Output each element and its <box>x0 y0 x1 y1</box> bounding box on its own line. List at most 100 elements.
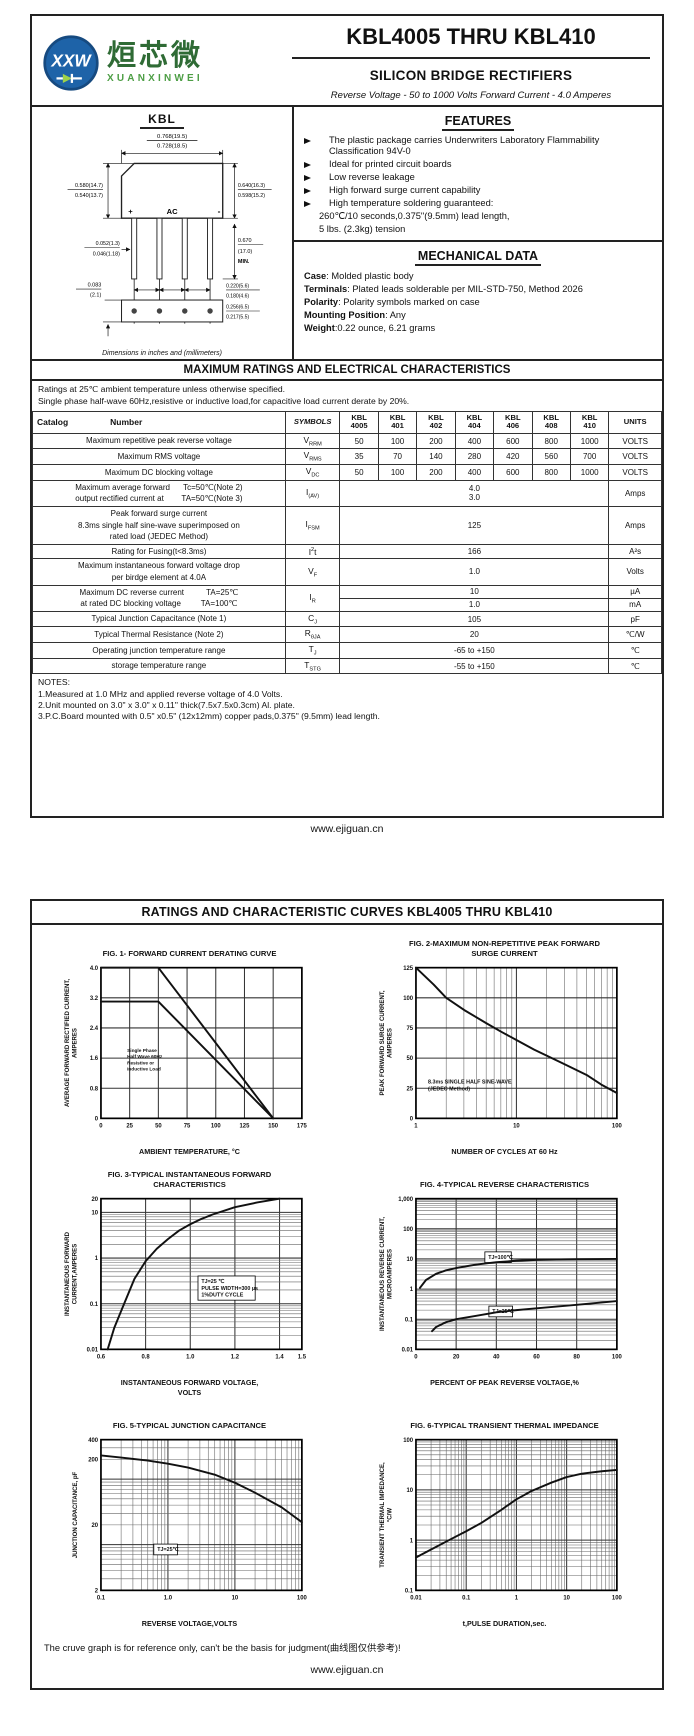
dim-pitch-max: 0.220(5.6) <box>226 283 249 289</box>
value-cell: 800 <box>531 432 571 450</box>
table-row: Maximum instantaneous forward voltage dr… <box>32 558 662 586</box>
dim-lead-width-min: 0.046(1.18) <box>93 251 120 257</box>
table-row: Maximum average forward Tc=50℃(Note 2) o… <box>32 479 662 508</box>
svg-text:0: 0 <box>409 1117 413 1123</box>
dim-pitch-min: 0.180(4.6) <box>226 293 249 299</box>
figure-title: FIG. 3-TYPICAL INSTANTANEOUS FORWARD CHA… <box>107 1170 272 1189</box>
svg-text:2.4: 2.4 <box>89 1026 98 1032</box>
svg-text:10: 10 <box>406 1488 413 1494</box>
svg-text:0: 0 <box>94 1117 98 1123</box>
page-subtitle: SILICON BRIDGE RECTIFIERS <box>369 68 573 83</box>
page-title: KBL4005 THRU KBL410 <box>292 22 650 59</box>
svg-text:0.01: 0.01 <box>401 1348 413 1354</box>
units-cell: Volts <box>608 558 662 586</box>
col-header-model: KBL 406 <box>493 411 533 434</box>
figure-title: FIG. 5-TYPICAL JUNCTION CAPACITANCE <box>112 1420 267 1430</box>
dim-top-width-max: 0.768(19.5) <box>157 134 187 140</box>
figure-6-transient-thermal-impedance: FIG. 6-TYPICAL TRANSIENT THERMAL IMPEDAN… <box>376 1411 634 1628</box>
svg-text:3.2: 3.2 <box>89 996 98 1002</box>
table-row: Peak forward surge current 8.3ms single … <box>32 506 662 545</box>
chart-junction-capacitance: TJ=25℃ 0.1 1.0 10 100 2 20 200 400 JUNCTION CAPAC… <box>72 1438 307 1602</box>
dim-hole-max: 0.256(6.5) <box>226 304 249 310</box>
param-cell: Maximum RMS voltage <box>32 448 286 466</box>
svg-text:0.8: 0.8 <box>89 1086 98 1092</box>
lead <box>207 217 214 280</box>
dim-offset: 0.083 <box>88 283 102 289</box>
features-heading: FEATURES <box>304 114 652 131</box>
bullet-arrow-icon <box>304 161 324 168</box>
table-row: Typical Thermal Resistance (Note 2) RθJA 2… <box>32 626 662 644</box>
symbol-cell: VF <box>284 558 341 586</box>
value-cell: 166 <box>339 543 610 560</box>
value-cell: 400 <box>454 432 495 450</box>
figure-x-axis-label: INSTANTANEOUS FORWARD VOLTAGE, VOLTS <box>120 1378 259 1397</box>
website-link[interactable]: www.ejiguan.cn <box>310 823 384 835</box>
symbol-cell: CJ <box>284 610 341 628</box>
symbol-cell: VRMS <box>284 448 341 466</box>
svg-text:Inductive Load: Inductive Load <box>127 1067 161 1073</box>
svg-text:20: 20 <box>91 1197 98 1203</box>
svg-text:200: 200 <box>88 1458 99 1464</box>
soldering-note-line2: 5 lbs. (2.3kg) tension <box>319 224 406 235</box>
package-outline-drawing: + AC - <box>34 128 290 349</box>
table-row: Maximum repetitive peak reverse voltage V… <box>32 432 662 450</box>
svg-text:PEAK FORWARD SURGE CURRENT,AM: PEAK FORWARD SURGE CURRENT, AMPERES <box>379 990 393 1095</box>
logo-mark-icon: XXW <box>43 34 99 91</box>
package-and-features: KBL + AC - <box>32 107 662 361</box>
svg-text:0.1: 0.1 <box>404 1589 413 1595</box>
svg-text:TJ=25℃: TJ=25℃ <box>157 1546 178 1553</box>
figure-x-axis-label: NUMBER OF CYCLES AT 60 Hz <box>451 1147 558 1156</box>
value-cell: 600 <box>493 464 533 481</box>
svg-text:0.1: 0.1 <box>462 1596 471 1602</box>
svg-text:100: 100 <box>403 996 414 1002</box>
curves-section-heading: RATINGS AND CHARACTERISTIC CURVES KBL400… <box>32 901 662 925</box>
figure-title: FIG. 6-TYPICAL TRANSIENT THERMAL IMPEDAN… <box>410 1420 599 1430</box>
col-header-model: KBL 404 <box>454 411 495 434</box>
svg-text:20: 20 <box>91 1523 98 1529</box>
figure-x-axis-label: REVERSE VOLTAGE,VOLTS <box>141 1619 238 1629</box>
value-cell: 1000 <box>569 464 610 481</box>
header-title-block: KBL4005 THRU KBL410 SILICON BRIDGE RECTI… <box>280 16 662 105</box>
svg-text:0.6: 0.6 <box>96 1355 105 1361</box>
param-cell: Operating junction temperature range <box>32 642 286 659</box>
svg-text:1.0: 1.0 <box>163 1596 172 1602</box>
param-cell: Maximum repetitive peak reverse voltage <box>32 432 286 450</box>
dim-left-height-min: 0.540(13.7) <box>75 193 103 199</box>
dim-lead-length-mm: (17.0) <box>238 249 252 255</box>
col-header-model: KBL 402 <box>416 411 456 434</box>
svg-text:1.2: 1.2 <box>230 1355 239 1361</box>
lead <box>156 217 163 280</box>
curve <box>99 966 274 1120</box>
mech-polarity: Polarity: Polarity symbols marked on cas… <box>304 297 480 308</box>
svg-text:1.6: 1.6 <box>89 1056 98 1062</box>
svg-text:0: 0 <box>99 1123 103 1129</box>
svg-text:75: 75 <box>406 1026 413 1032</box>
svg-text:PULSE WIDTH=300 µs: PULSE WIDTH=300 µs <box>201 1286 258 1292</box>
symbol-cell: I2t <box>284 543 341 560</box>
svg-text:1: 1 <box>409 1288 413 1294</box>
table-row: Operating junction temperature range TJ -6… <box>32 642 662 659</box>
website-link[interactable]: www.ejiguan.cn <box>310 1664 384 1677</box>
ratings-section-heading: MAXIMUM RATINGS AND ELECTRICAL CHARACTER… <box>32 361 662 381</box>
note-line: 3.P.C.Board mounted with 0.5" x0.5" (12x… <box>38 711 380 722</box>
header: XXW 烜芯微 XUANXINWEI KBL4005 THRU KBL410 S… <box>32 16 662 107</box>
package-dimensions-diagram: + AC - <box>67 134 272 337</box>
value-cell: 1.0 <box>339 558 610 586</box>
units-cell: Amps <box>608 479 662 508</box>
disclaimer-text: The cruve graph is for reference only, c… <box>44 1643 401 1654</box>
terminal-minus-label: - <box>218 206 221 216</box>
curve <box>99 1000 274 1120</box>
value-cell: 10 <box>339 584 610 599</box>
svg-text:0.01: 0.01 <box>410 1596 422 1602</box>
bullet-arrow-icon <box>304 187 324 194</box>
ratings-condition-line: Ratings at 25℃ ambient temperature unles… <box>38 383 286 394</box>
mechanical-data-section: MECHANICAL DATA Case: Molded plastic bod… <box>294 242 662 359</box>
svg-text:125: 125 <box>239 1123 250 1129</box>
curve <box>414 1469 618 1559</box>
param-cell: Maximum average forward Tc=50℃(Note 2) o… <box>32 479 286 508</box>
dim-lead-width-max: 0.052(1.3) <box>96 241 120 247</box>
brand-name-en: XUANXINWEI <box>107 73 203 84</box>
value-cell: 200 <box>416 432 456 450</box>
dim-top-width-min: 0.728(18.5) <box>157 143 187 149</box>
dim-lead-length-note: MIN. <box>238 259 250 265</box>
